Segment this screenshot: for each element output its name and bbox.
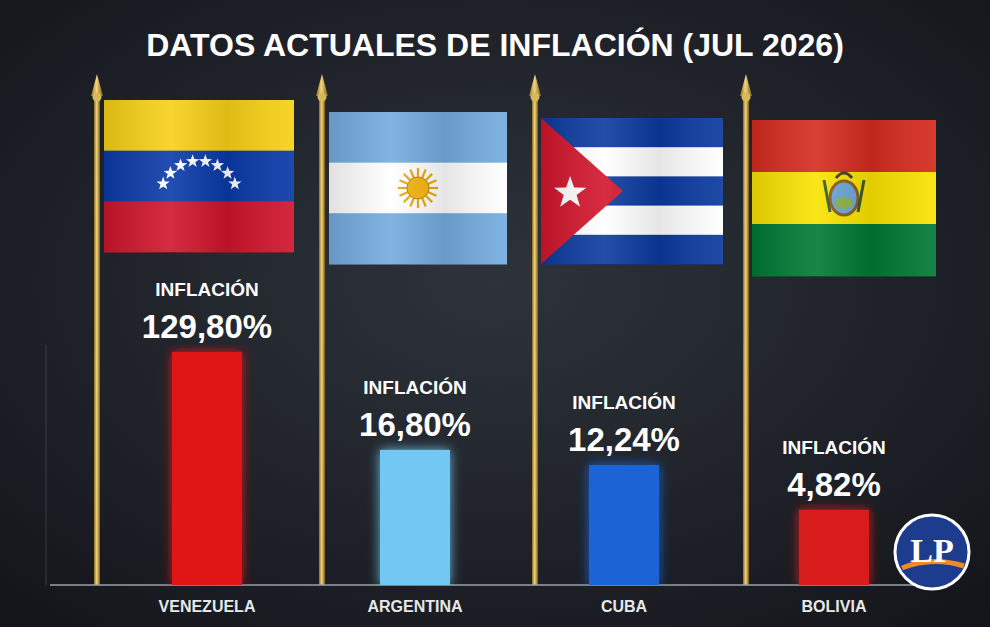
- value-label: 16,80%: [359, 406, 471, 443]
- pole-ball: [742, 93, 751, 102]
- bar-caption: INFLACIÓN: [155, 279, 258, 300]
- bar: [380, 450, 450, 585]
- background: [0, 0, 990, 627]
- flag-shading: [752, 120, 936, 276]
- labels: INFLACIÓN 129,80% VENEZUELA INFLACIÓN 16,80%…: [142, 279, 886, 615]
- value-label: 12,24%: [568, 421, 680, 458]
- flag-shading: [329, 112, 507, 264]
- bars: [172, 352, 869, 585]
- flag-pole: [94, 92, 100, 585]
- bar-caption: INFLACIÓN: [782, 437, 885, 458]
- flag-shading: [104, 100, 294, 252]
- flag: [752, 120, 936, 277]
- bar-caption: INFLACIÓN: [572, 392, 675, 413]
- logo: LP: [895, 515, 969, 589]
- bar: [172, 352, 242, 585]
- flag-shading: [541, 118, 723, 264]
- value-label: 129,80%: [142, 308, 272, 345]
- chart-svg: DATOS ACTUALES DE INFLACIÓN (JUL 2026) IN…: [0, 0, 990, 627]
- category-label: VENEZUELA: [159, 598, 256, 615]
- pole-ball: [93, 93, 102, 102]
- category-label: BOLIVIA: [802, 598, 867, 615]
- flag-pole: [743, 92, 749, 585]
- logo-circle: [895, 515, 969, 589]
- category-label: CUBA: [601, 598, 648, 615]
- flag-pole: [532, 92, 538, 585]
- pole-ball: [531, 93, 540, 102]
- flag: [541, 118, 723, 265]
- pole-ball: [318, 93, 327, 102]
- value-axis: [46, 345, 47, 585]
- bar: [589, 465, 659, 585]
- flag-pole: [319, 92, 325, 585]
- flag: [329, 112, 507, 265]
- bar: [799, 510, 869, 585]
- bar-caption: INFLACIÓN: [363, 377, 466, 398]
- category-label: ARGENTINA: [367, 598, 463, 615]
- logo-text: LP: [910, 532, 953, 569]
- title: DATOS ACTUALES DE INFLACIÓN (JUL 2026): [146, 27, 844, 63]
- chart-root: DATOS ACTUALES DE INFLACIÓN (JUL 2026) IN…: [0, 0, 990, 627]
- value-label: 4,82%: [787, 466, 881, 503]
- flag: [104, 100, 294, 253]
